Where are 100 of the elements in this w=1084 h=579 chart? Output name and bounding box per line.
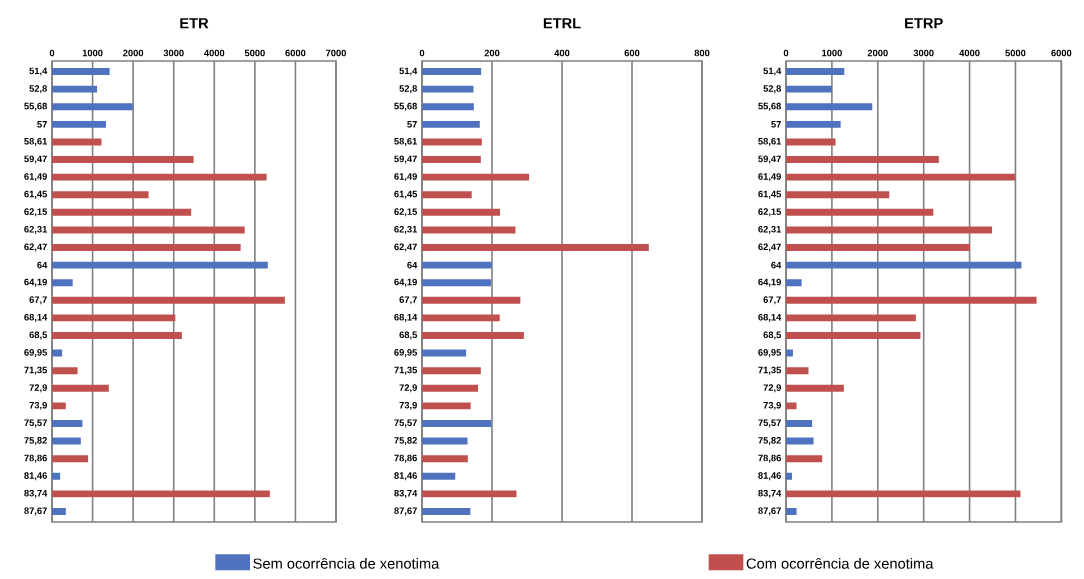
y-tick-label: 52,8 — [29, 85, 47, 94]
bar — [52, 68, 110, 76]
chart-title: ETRP — [905, 18, 943, 29]
bar — [422, 455, 468, 463]
bar — [52, 420, 83, 427]
bar — [422, 244, 649, 251]
y-tick-label: 87,67 — [24, 507, 47, 516]
x-tick-label: 2000 — [867, 49, 888, 57]
x-tick-label: 200 — [484, 49, 500, 57]
bar — [422, 261, 492, 269]
y-tick-label: 61,49 — [24, 173, 47, 182]
x-tick-label: 1000 — [822, 49, 842, 57]
x-tick-label: 0 — [419, 49, 425, 57]
y-tick-label: 64,19 — [758, 278, 781, 287]
bar — [422, 472, 456, 480]
x-tick-label: 3000 — [913, 49, 934, 57]
bar — [422, 332, 524, 339]
y-tick-label: 57 — [771, 121, 781, 128]
x-tick-label: 7000 — [326, 49, 346, 57]
y-tick-label: 59,47 — [758, 155, 781, 164]
y-tick-label: 62,15 — [24, 208, 48, 217]
bar — [52, 120, 106, 128]
bar — [786, 226, 993, 234]
bar — [422, 314, 500, 322]
y-tick-label: 83,74 — [24, 489, 48, 498]
bar — [52, 314, 176, 322]
bar — [52, 244, 241, 251]
bar — [422, 226, 516, 234]
bar — [52, 507, 66, 515]
y-tick-label: 69,95 — [24, 349, 48, 358]
bar — [786, 384, 844, 392]
bar — [422, 296, 521, 304]
bar — [786, 120, 841, 128]
bar — [52, 296, 285, 304]
y-tick-label: 62,47 — [394, 243, 417, 252]
y-tick-label: 81,46 — [758, 472, 781, 481]
legend-label: Sem ocorrência de xenotima — [253, 557, 440, 569]
bar — [52, 208, 192, 216]
bar — [422, 68, 482, 76]
bar — [422, 191, 472, 199]
y-tick-label: 78,86 — [758, 454, 781, 463]
bar — [422, 85, 474, 93]
x-tick-label: 0 — [49, 49, 55, 57]
chart-title: ETRL — [543, 18, 581, 29]
y-tick-label: 72,9 — [763, 384, 781, 393]
bar — [52, 367, 78, 375]
bar — [786, 138, 836, 146]
y-tick-label: 58,61 — [758, 137, 782, 146]
y-tick-label: 51,4 — [763, 67, 782, 76]
y-tick-label: 87,67 — [758, 507, 781, 516]
x-tick-label: 5000 — [1005, 49, 1026, 57]
bar — [52, 384, 109, 392]
y-tick-label: 62,47 — [24, 243, 47, 252]
y-tick-label: 62,47 — [758, 243, 781, 252]
bar — [422, 367, 481, 375]
y-tick-label: 71,35 — [394, 366, 418, 375]
bar — [786, 420, 813, 427]
bar — [52, 437, 81, 445]
y-tick-label: 81,46 — [24, 472, 47, 481]
y-tick-label: 67,7 — [763, 296, 781, 305]
bar — [52, 103, 133, 111]
bar — [52, 191, 149, 199]
bar — [786, 490, 1021, 498]
y-tick-label: 62,31 — [394, 225, 418, 234]
y-tick-label: 64 — [37, 261, 48, 269]
y-tick-label: 61,45 — [24, 190, 48, 199]
bar — [786, 103, 873, 111]
x-tick-label: 6000 — [285, 49, 306, 57]
y-tick-label: 71,35 — [24, 366, 48, 375]
y-tick-label: 52,8 — [399, 85, 417, 94]
y-tick-label: 75,82 — [394, 437, 417, 446]
bar — [422, 384, 479, 392]
bar — [786, 68, 845, 76]
bar — [786, 296, 1037, 304]
legend-label: Com ocorrência de xenotima — [746, 557, 934, 569]
x-tick-label: 4000 — [959, 49, 980, 57]
bar — [786, 332, 921, 339]
y-tick-label: 62,15 — [394, 208, 418, 217]
y-tick-label: 75,57 — [24, 419, 47, 428]
bar — [52, 279, 73, 287]
bar — [52, 455, 89, 463]
y-tick-label: 59,47 — [394, 155, 417, 164]
y-tick-label: 55,68 — [394, 102, 417, 111]
bar — [786, 85, 832, 93]
y-tick-label: 75,57 — [758, 419, 781, 428]
y-tick-label: 58,61 — [24, 137, 48, 146]
x-tick-label: 800 — [694, 49, 710, 57]
y-tick-label: 73,9 — [399, 401, 417, 410]
y-tick-label: 72,9 — [29, 384, 47, 393]
y-tick-label: 78,86 — [394, 454, 417, 463]
y-tick-label: 83,74 — [394, 489, 418, 498]
bar — [422, 138, 482, 146]
y-tick-label: 57 — [407, 121, 417, 128]
y-tick-label: 87,67 — [394, 507, 417, 516]
y-tick-label: 58,61 — [394, 137, 418, 146]
y-tick-label: 83,74 — [758, 489, 782, 498]
bar — [422, 156, 481, 163]
y-tick-label: 68,14 — [758, 313, 782, 322]
bar — [422, 507, 471, 515]
y-tick-label: 61,45 — [394, 190, 418, 199]
